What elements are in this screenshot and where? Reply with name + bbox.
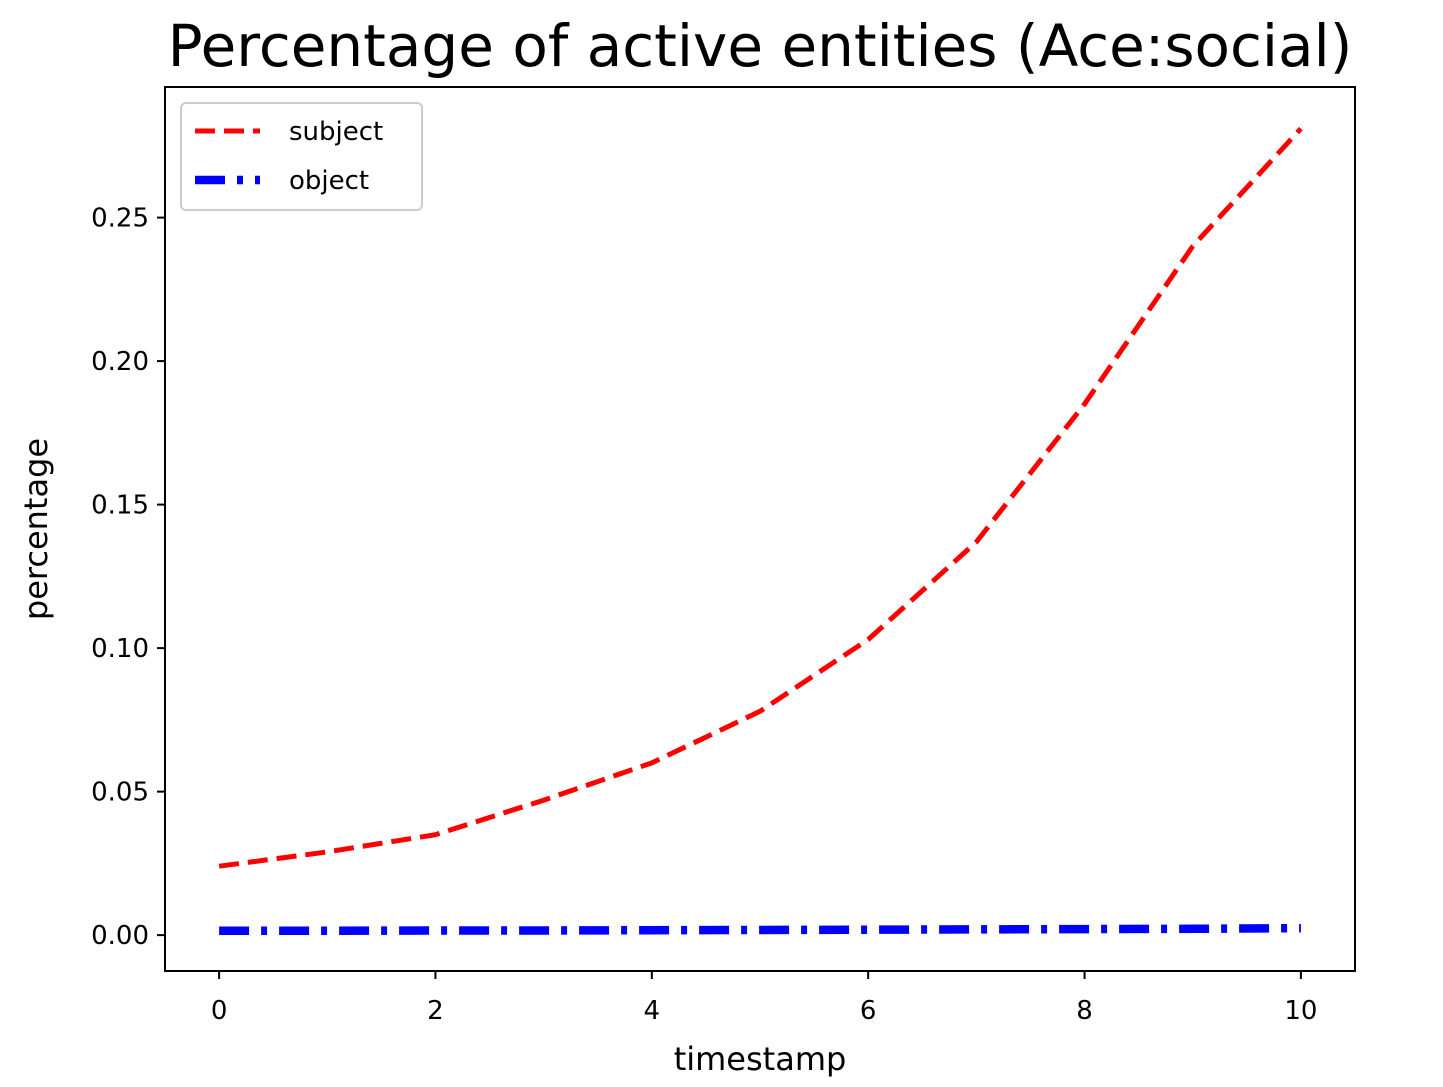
x-axis-label: timestamp — [674, 1040, 847, 1078]
x-tick-label: 0 — [211, 996, 228, 1026]
x-tick-label: 10 — [1284, 996, 1317, 1026]
x-tick-label: 6 — [860, 996, 877, 1026]
y-axis-label: percentage — [17, 438, 55, 620]
legend: subject object — [180, 102, 423, 211]
chart-title: Percentage of active entities (Ace:socia… — [168, 12, 1353, 80]
y-axis-ticks: 0.00 0.05 0.10 0.15 0.20 0.25 — [91, 204, 165, 951]
y-tick-label: 0.15 — [91, 491, 149, 521]
series-layer — [218, 126, 1303, 936]
series-line-subject — [218, 126, 1303, 869]
x-axis-ticks: 0 2 4 6 8 10 — [211, 971, 1317, 1026]
y-tick-label: 0.05 — [91, 778, 149, 808]
plot-frame — [164, 86, 1356, 972]
legend-label-object: object — [289, 166, 369, 196]
y-tick-label: 0.10 — [91, 634, 149, 664]
series-line-object — [219, 923, 1301, 936]
y-tick-label: 0.00 — [91, 921, 149, 951]
x-tick-label: 4 — [644, 996, 661, 1026]
x-tick-label: 2 — [427, 996, 444, 1026]
x-tick-label: 8 — [1076, 996, 1093, 1026]
legend-label-subject: subject — [289, 117, 383, 147]
plot-area — [165, 87, 1355, 971]
y-tick-label: 0.20 — [91, 347, 149, 377]
y-tick-label: 0.25 — [91, 204, 149, 234]
